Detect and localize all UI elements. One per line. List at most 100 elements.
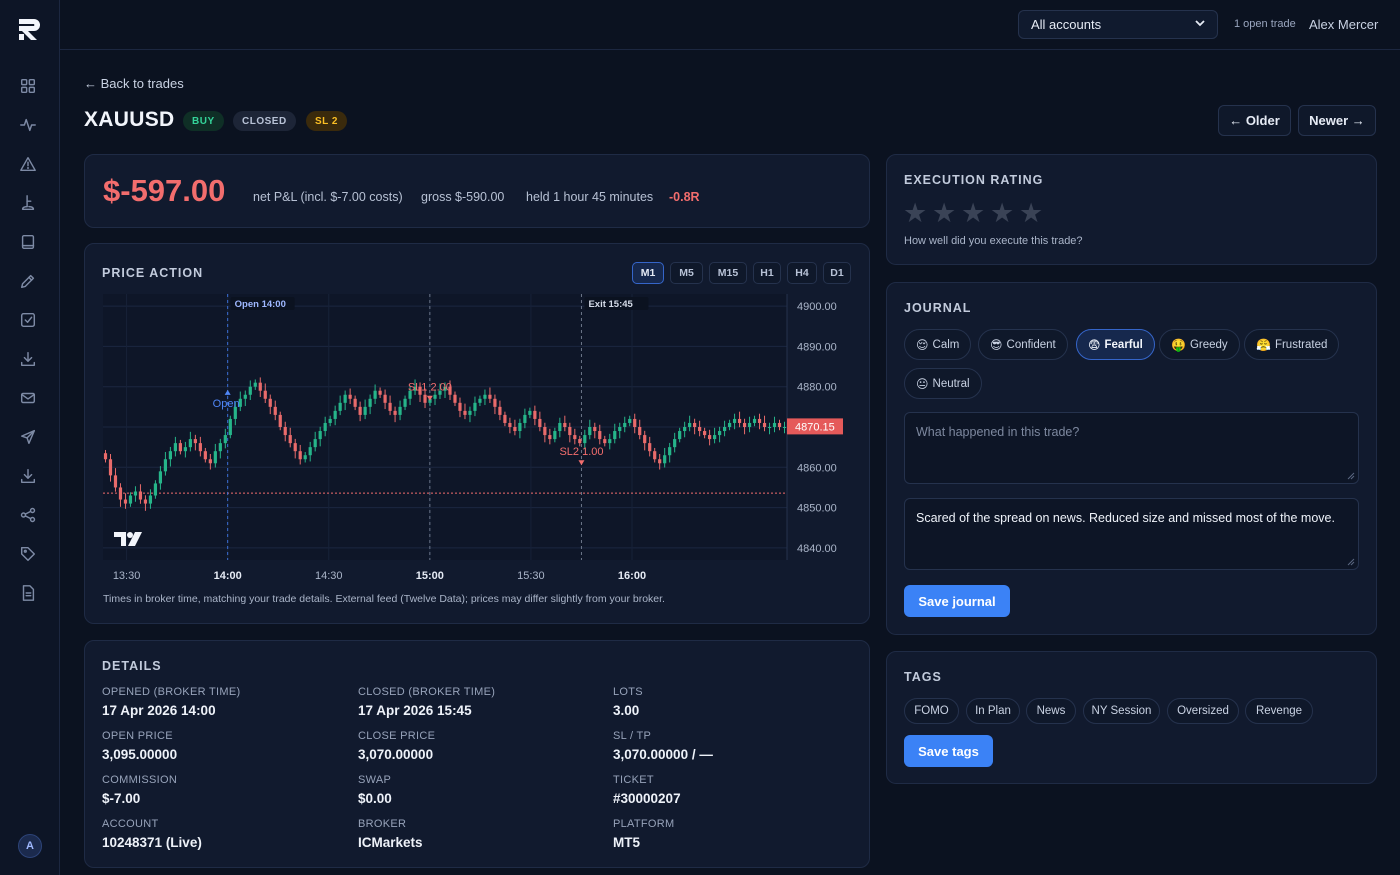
closed-value: 17 Apr 2026 15:45 [358,703,472,718]
tag-oversized[interactable]: Oversized [1167,698,1239,724]
candle-body [163,459,168,472]
timeframe-h1-button[interactable]: H1 [753,262,781,284]
tags-title: TAGS [904,670,942,684]
journal-notes-input[interactable]: Scared of the spread on news. Reduced si… [904,498,1359,570]
mail-icon[interactable] [18,388,38,408]
pen-icon[interactable] [18,271,38,291]
report-icon[interactable] [18,583,38,603]
candle-body [383,394,387,403]
candle-body [203,451,207,460]
candle-body [393,410,397,415]
mood-fearful-chip[interactable]: 😨 Fearful [1076,329,1155,360]
timeframe-h4-button[interactable]: H4 [787,262,817,284]
candle-body [478,398,482,403]
star-4-icon[interactable]: ★ [990,198,1015,228]
sidebar: A [0,0,60,875]
candle-body [423,394,427,403]
star-3-icon[interactable]: ★ [961,198,986,228]
current-price-label: 4870.15 [795,421,835,433]
journal-what-happened-input[interactable]: What happened in this trade? [904,412,1359,484]
candle-body [273,406,277,415]
journal-placeholder: What happened in this trade? [916,425,1080,439]
avatar[interactable]: A [18,834,42,858]
download-icon[interactable] [18,349,38,369]
tag-fomo[interactable]: FOMO [904,698,959,724]
candle-body [693,422,697,427]
candle-body [777,422,782,427]
side-badge: BUY [183,111,224,131]
y-tick-label: 4840.00 [797,543,837,555]
star-5-icon[interactable]: ★ [1019,198,1044,228]
mood-label: Neutral [932,377,970,390]
y-tick-label: 4860.00 [797,462,837,474]
open-trades-count[interactable]: 1 open trade [1234,18,1296,30]
x-tick-label: 14:30 [315,570,343,582]
import-icon[interactable] [18,466,38,486]
trade-annotation: Open [213,398,240,410]
mood-calm-chip[interactable]: 😌 Calm [904,329,972,360]
stop-badge: SL 2 [306,111,347,131]
neutral-emoji-icon: 😐 [916,376,929,391]
execution-rating-card: EXECUTION RATING ★ ★ ★ ★ ★ How well did … [886,154,1377,265]
timeframe-m5-button[interactable]: M5 [670,262,703,284]
trade-annotation: SL1 2.00 [408,382,452,394]
confident-emoji-icon: 😎 [990,337,1003,352]
calm-emoji-icon: 😌 [916,337,929,352]
tag-in-plan[interactable]: In Plan [966,698,1020,724]
candle-body [683,427,687,432]
timeframe-m1-button[interactable]: M1 [632,262,664,284]
tag-ny-session[interactable]: NY Session [1083,698,1160,724]
r-multiple: -0.8R [669,190,700,204]
candle-body [543,427,547,436]
candle-body [488,394,492,399]
candle-body [233,406,237,419]
rating-hint: How well did you execute this trade? [904,235,1083,247]
price-chart[interactable]: 4900.004890.004880.004870.004860.004850.… [102,292,854,582]
tag-icon[interactable] [18,544,38,564]
mood-neutral-chip[interactable]: 😐 Neutral [904,368,982,399]
candle-body [573,435,577,440]
tag-revenge[interactable]: Revenge [1245,698,1313,724]
book-icon[interactable] [18,232,38,252]
candle-body [438,390,442,395]
timeframe-d1-button[interactable]: D1 [823,262,851,284]
activity-icon[interactable] [18,115,38,135]
candle-body [588,427,592,436]
star-2-icon[interactable]: ★ [932,198,957,228]
details-card: DETAILS OPENED (BROKER TIME) 17 Apr 2026… [84,640,870,868]
candle-body [698,427,702,432]
account-select-value: All accounts [1031,17,1102,32]
resize-grip-icon[interactable] [1347,558,1355,566]
mood-greedy-chip[interactable]: 🤑 Greedy [1159,329,1240,360]
candle-body [303,455,307,460]
alert-icon[interactable] [18,154,38,174]
share-icon[interactable] [18,505,38,525]
marker-label: Exit 15:45 [588,299,633,310]
account-select[interactable]: All accounts [1018,10,1218,39]
lots-value: 3.00 [613,703,640,718]
app-logo[interactable] [17,16,43,42]
tag-news[interactable]: News [1026,698,1076,724]
send-icon[interactable] [18,427,38,447]
save-tags-button[interactable]: Save tags [904,735,993,767]
mood-confident-chip[interactable]: 😎 Confident [978,329,1068,360]
opened-label: OPENED (BROKER TIME) [102,686,241,698]
older-trade-button[interactable]: ← Older [1218,105,1291,136]
candle-body [278,414,282,427]
timeframe-m15-button[interactable]: M15 [709,262,747,284]
dashboard-icon[interactable] [18,76,38,96]
resize-grip-icon[interactable] [1347,472,1355,480]
close-price-value: 3,070.00000 [358,747,434,762]
candle-body [668,447,672,456]
mood-frustrated-chip[interactable]: 😤 Frustrated [1244,329,1340,360]
candle-body [243,394,247,399]
candle-body [173,443,177,452]
checklist-icon[interactable] [18,310,38,330]
save-journal-button[interactable]: Save journal [904,585,1010,617]
star-1-icon[interactable]: ★ [903,198,928,228]
user-name[interactable]: Alex Mercer [1309,17,1379,32]
back-to-trades-link[interactable]: ← Back to trades [84,76,184,91]
candle-body [213,451,217,464]
newer-trade-button[interactable]: Newer → [1298,105,1376,136]
chart-icon[interactable] [18,193,38,213]
